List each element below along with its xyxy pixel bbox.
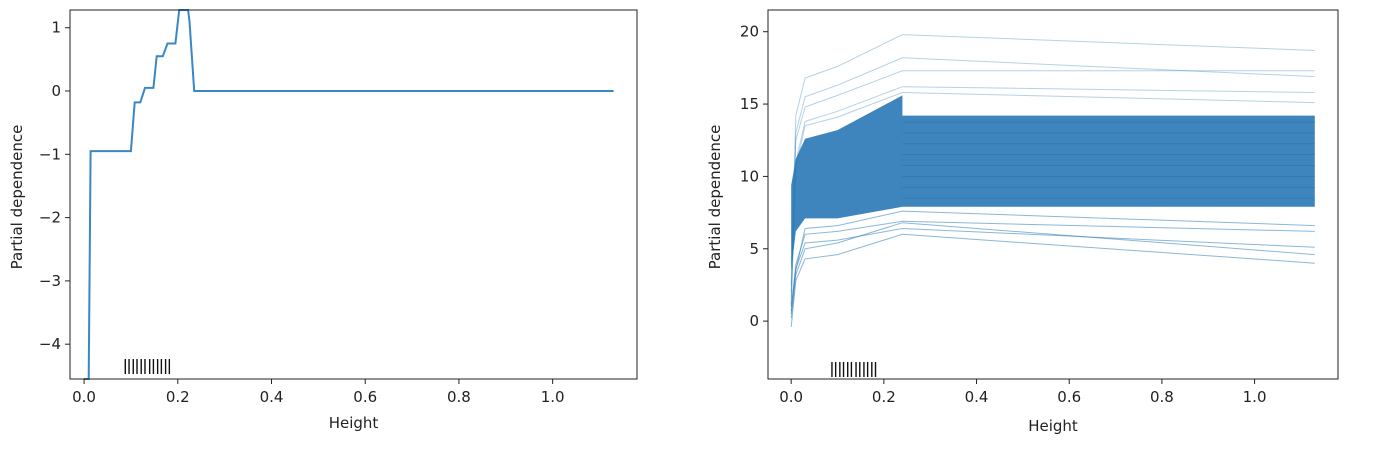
chart-left-y-axis-label: Partial dependence [8,125,26,270]
ice-line [790,34,1315,285]
ice-line [790,227,1315,307]
ice-line [790,70,1315,299]
x-tick-label: 0.4 [260,388,284,406]
chart-left-x-axis-label: Height [329,414,379,432]
x-tick-label: 0.2 [166,388,190,406]
chart-right-band-layer [791,95,1315,271]
chart-left-x-axis: 0.0 0.2 0.4 0.6 0.8 1.0 [72,379,565,406]
chart-right-rug-layer [831,362,877,377]
y-tick-label: 15 [740,95,759,113]
y-tick-label: 1 [51,19,61,37]
chart-right-x-axis-label: Height [1028,417,1078,435]
chart-right: 0.0 0.2 0.4 0.6 0.8 1.0 0 5 10 15 20 Height Parti… [706,9,1339,435]
x-tick-label: 0.8 [447,388,471,406]
chart-left-y-axis: 1 0 −1 −2 −3 −4 [39,19,70,353]
y-tick-label: 0 [749,312,759,330]
chart-right-y-axis-label: Partial dependence [706,125,724,270]
chart-left-series-layer [84,9,614,380]
ice-line [790,91,1315,307]
y-tick-label: 5 [749,240,759,258]
x-tick-label: 0.2 [872,388,896,406]
ice-band [791,95,1315,271]
y-tick-label: −1 [39,145,61,163]
ice-line [790,86,1315,304]
series-line [84,9,614,380]
x-tick-label: 0.6 [353,388,377,406]
x-tick-label: 1.0 [541,388,565,406]
chart-right-x-axis: 0.0 0.2 0.4 0.6 0.8 1.0 [779,379,1267,406]
x-tick-label: 0.8 [1150,388,1174,406]
y-tick-label: −4 [39,335,61,353]
y-tick-label: 0 [51,82,61,100]
x-tick-label: 0.0 [779,388,803,406]
chart-left-rug-layer [124,359,171,374]
y-tick-label: 10 [740,167,759,185]
y-tick-label: −2 [39,209,61,227]
ice-line [790,57,1315,293]
x-tick-label: 0.6 [1057,388,1081,406]
chart-left: 0.0 0.2 0.4 0.6 0.8 1.0 1 0 −1 −2 −3 −4 Height Par… [8,9,638,432]
chart-left-axes-frame [69,9,638,380]
ice-line [790,222,1315,319]
chart-left-plot-area [84,9,614,380]
y-tick-label: 20 [740,23,759,41]
x-tick-label: 1.0 [1243,388,1267,406]
chart-right-plot-area [790,34,1315,377]
y-tick-label: −3 [39,272,61,290]
x-tick-label: 0.4 [965,388,989,406]
x-tick-label: 0.0 [72,388,96,406]
chart-right-y-axis: 0 5 10 15 20 [740,23,768,330]
chart-right-series-layer [790,34,1315,327]
ice-line [790,233,1315,327]
chart-right-axes-frame [767,9,1339,380]
